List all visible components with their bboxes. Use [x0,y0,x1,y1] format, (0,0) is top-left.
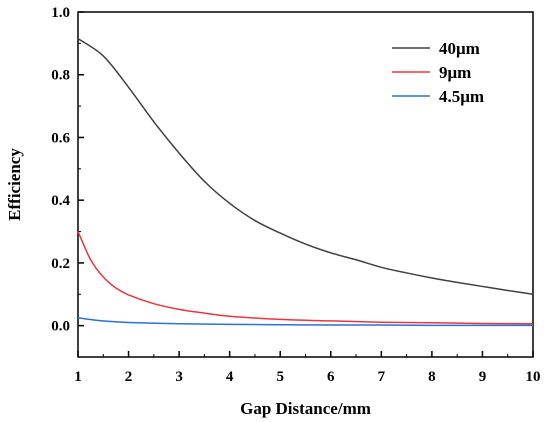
legend-label-1: 40μm [439,39,480,58]
series-lines [77,38,534,327]
legend-label-2: 9μm [439,63,471,82]
y-tick-label: 0.2 [51,256,70,272]
y-tick-label: 0.4 [51,193,70,209]
y-tick-label: 0.0 [51,319,70,335]
x-tick-label: 7 [378,369,386,385]
x-tick-label: 8 [428,369,436,385]
y-tick-label: 1.0 [51,5,70,21]
series-line-3 [77,317,533,327]
y-axis-ticks: 0.0 0.2 0.4 0.6 0.8 1.0 [51,5,84,358]
series-line-2 [77,231,534,325]
x-tick-label: 6 [327,369,335,385]
x-axis-title: Gap Distance/mm [240,399,371,418]
y-axis-title: Efficiency [5,148,24,221]
x-axis-ticks: 1 2 3 4 5 6 7 8 9 10 [74,351,541,385]
y-tick-label: 0.8 [51,68,70,84]
x-tick-label: 2 [125,369,133,385]
y-tick-label: 0.6 [51,130,70,146]
x-tick-label: 9 [479,369,487,385]
legend-label-3: 4.5μm [439,87,484,106]
x-tick-label: 1 [74,369,82,385]
x-tick-label: 3 [175,369,183,385]
x-tick-label: 10 [526,369,541,385]
x-tick-label: 5 [276,369,284,385]
x-tick-label: 4 [226,369,234,385]
series-line-1 [77,38,534,296]
legend: 40μm 9μm 4.5μm [392,39,484,106]
